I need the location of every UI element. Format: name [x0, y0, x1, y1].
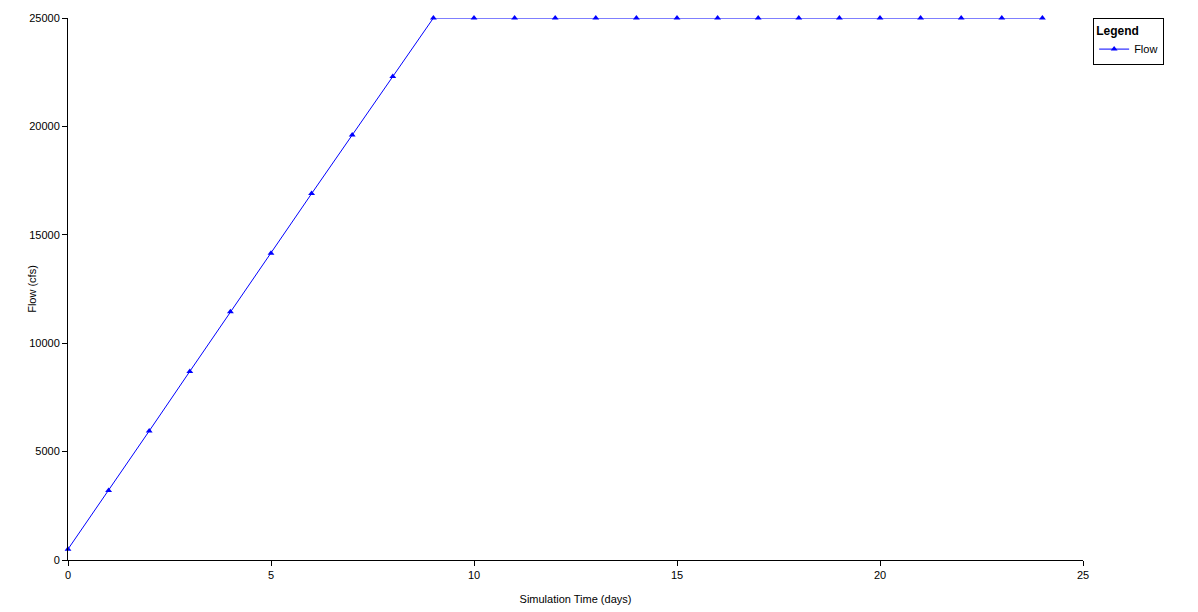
svg-text:15: 15	[671, 569, 683, 581]
svg-text:5000: 5000	[35, 445, 59, 457]
svg-text:10: 10	[468, 569, 480, 581]
svg-text:5: 5	[268, 569, 274, 581]
svg-text:15000: 15000	[29, 229, 60, 241]
svg-text:Legend: Legend	[1096, 24, 1139, 38]
svg-text:Flow (cfs): Flow (cfs)	[26, 265, 38, 313]
svg-text:25000: 25000	[29, 12, 60, 24]
svg-text:0: 0	[54, 554, 60, 566]
svg-text:20: 20	[874, 569, 886, 581]
svg-text:Simulation Time (days): Simulation Time (days)	[520, 593, 632, 605]
svg-text:10000: 10000	[29, 337, 60, 349]
svg-text:25: 25	[1077, 569, 1089, 581]
svg-text:20000: 20000	[29, 120, 60, 132]
svg-text:Flow: Flow	[1134, 43, 1157, 55]
svg-text:0: 0	[65, 569, 71, 581]
